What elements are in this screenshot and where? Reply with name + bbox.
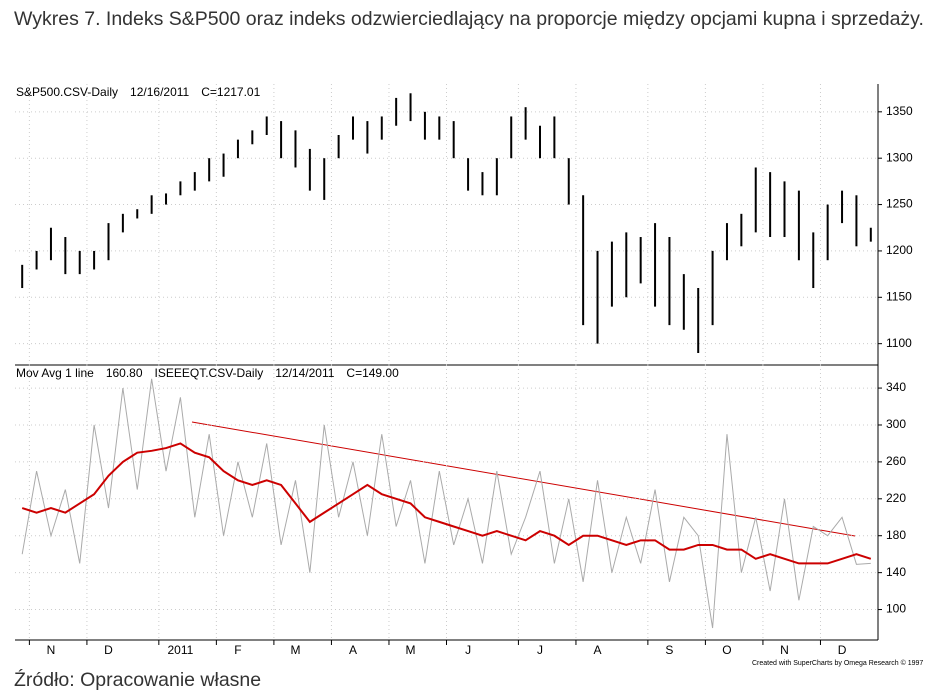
y-tick-label: 220 — [886, 491, 906, 505]
y-tick-label: 1250 — [886, 197, 913, 211]
series-line — [21, 378, 871, 629]
series-label: ISEEEQT.CSV-Daily — [155, 366, 264, 380]
y-tick-label: 1350 — [886, 104, 913, 118]
y-tick-label: 300 — [886, 417, 906, 431]
y-tick-label: 1100 — [886, 336, 912, 350]
credit: Created with SuperCharts by Omega Resear… — [752, 659, 923, 667]
x-tick-label: J — [465, 643, 471, 657]
y-tick-label: 1200 — [886, 243, 913, 257]
x-tick-label: M — [290, 643, 300, 657]
x-tick-label: J — [537, 643, 543, 657]
x-tick-label: S — [665, 643, 673, 657]
x-tick-label: F — [234, 643, 241, 657]
plot-area — [15, 84, 878, 640]
trend-line — [191, 421, 856, 537]
y-tick-label: 260 — [886, 454, 906, 468]
ma-label: Mov Avg 1 line — [16, 366, 94, 380]
title: Wykres 7. Indeks S&P500 oraz indeks odzw… — [14, 8, 924, 30]
x-tick-label: D — [104, 643, 113, 657]
y-tick-label: 100 — [886, 602, 906, 616]
source: Źródło: Opracowanie własne — [14, 669, 262, 691]
date-label: 12/16/2011 — [130, 85, 189, 99]
x-tick-label: N — [780, 643, 789, 657]
y-tick-label: 340 — [886, 380, 906, 394]
x-tick-label: A — [349, 643, 357, 657]
x-tick-label: 2011 — [168, 643, 194, 657]
last-label: C=1217.01 — [201, 85, 260, 99]
y-tick-label: 1150 — [886, 289, 912, 303]
y-tick-label: 180 — [886, 528, 906, 542]
x-tick-label: A — [594, 643, 602, 657]
series-label: S&P500.CSV-Daily — [16, 85, 118, 99]
x-tick-label: N — [47, 643, 56, 657]
series-line — [21, 442, 872, 565]
last-label: C=149.00 — [346, 366, 399, 380]
y-tick-label: 1300 — [886, 150, 913, 164]
x-tick-label: M — [406, 643, 416, 657]
y-tick-label: 140 — [886, 565, 906, 579]
ma-last: 160.80 — [106, 366, 143, 380]
x-tick-label: D — [838, 643, 847, 657]
x-tick-label: O — [722, 643, 731, 657]
date-label: 12/14/2011 — [275, 366, 334, 380]
